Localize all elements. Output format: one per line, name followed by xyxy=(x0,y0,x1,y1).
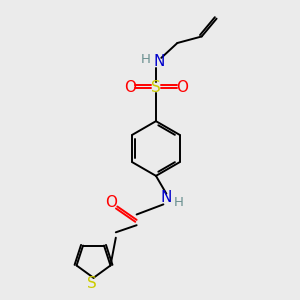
Text: N: N xyxy=(154,54,165,69)
Text: S: S xyxy=(87,276,97,291)
Text: S: S xyxy=(151,80,161,95)
Text: H: H xyxy=(174,196,184,209)
Text: H: H xyxy=(141,53,151,66)
Text: O: O xyxy=(105,194,117,209)
Text: N: N xyxy=(161,190,172,205)
Text: O: O xyxy=(124,80,136,95)
Text: O: O xyxy=(176,80,188,95)
